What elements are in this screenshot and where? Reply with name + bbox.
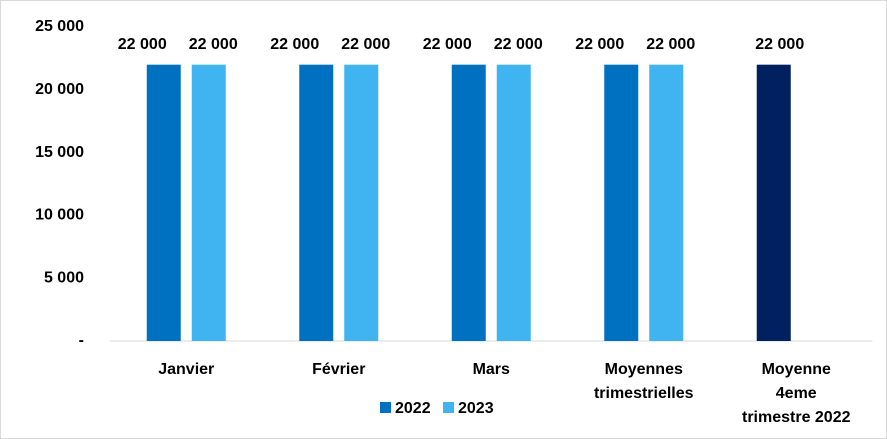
x-tick-label: Mars — [472, 361, 510, 378]
bar — [649, 64, 684, 342]
bar — [496, 64, 531, 342]
y-tick-label: - — [79, 332, 84, 349]
legend-swatch — [380, 402, 391, 413]
bar — [299, 64, 334, 342]
y-tick-label: 15 000 — [35, 144, 84, 161]
legend-label: 2022 — [395, 400, 431, 417]
bar — [451, 64, 486, 342]
bar — [756, 64, 791, 342]
x-tick-label: Moyenne 4eme trimestre 2022 — [741, 361, 851, 426]
y-tick-label: 5 000 — [44, 269, 84, 286]
x-tick-label: Moyennes trimestrielles — [593, 361, 694, 402]
data-label: 22 000 — [341, 36, 390, 53]
x-tick-label: Février — [312, 361, 366, 378]
y-tick-label: 10 000 — [35, 207, 84, 224]
bar — [146, 64, 181, 342]
data-label: 22 000 — [575, 36, 624, 53]
data-label: 22 000 — [494, 36, 543, 53]
legend-label: 2023 — [458, 400, 494, 417]
data-label: 22 000 — [270, 36, 319, 53]
data-label: 22 000 — [423, 36, 472, 53]
x-tick-label: Janvier — [158, 361, 215, 378]
y-tick-label: 20 000 — [35, 81, 84, 98]
bar — [604, 64, 639, 342]
bar — [191, 64, 226, 342]
bar — [344, 64, 379, 342]
data-label: 22 000 — [118, 36, 167, 53]
data-label: 22 000 — [755, 36, 804, 53]
data-label: 22 000 — [646, 36, 695, 53]
y-tick-label: 25 000 — [35, 18, 84, 35]
legend-swatch — [443, 402, 454, 413]
data-label: 22 000 — [189, 36, 238, 53]
